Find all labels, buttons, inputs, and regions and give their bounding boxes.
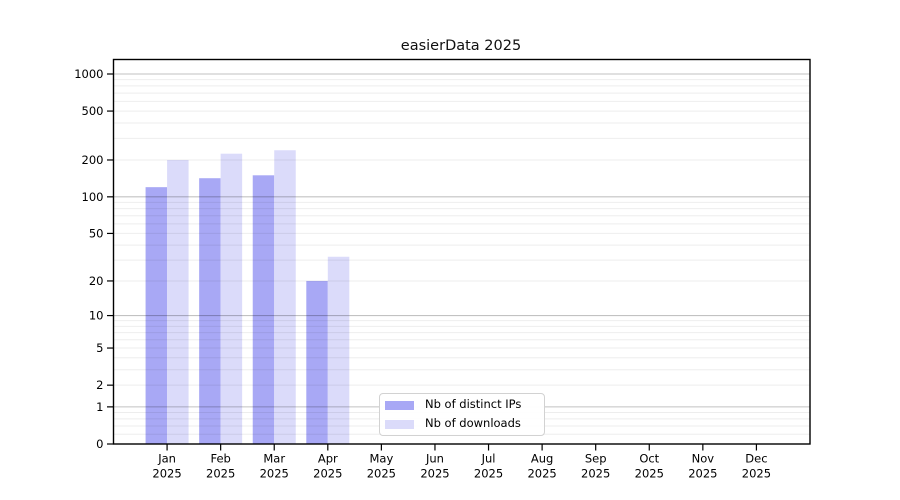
x-tick-year-jan: 2025 [152, 467, 181, 481]
y-tick-label-100: 100 [82, 190, 104, 204]
x-tick-year-aug: 2025 [527, 467, 556, 481]
bar-apr-distinct-ips [306, 280, 328, 444]
y-tick-label-2: 2 [96, 378, 103, 392]
x-tick-year-dec: 2025 [742, 467, 771, 481]
y-tick-label-5: 5 [96, 341, 103, 355]
x-tick-label-aug: Aug [531, 452, 553, 466]
x-tick-year-jun: 2025 [420, 467, 449, 481]
bar-jan-distinct-ips [145, 187, 168, 445]
y-tick-label-10: 10 [89, 309, 104, 323]
x-tick-year-oct: 2025 [635, 467, 664, 481]
x-tick-label-jan: Jan [157, 452, 176, 466]
y-tick-label-200: 200 [82, 153, 104, 167]
x-tick-year-nov: 2025 [688, 467, 717, 481]
chart-title: easierData 2025 [401, 38, 521, 54]
legend-item-downloads: Nb of downloads [385, 417, 538, 432]
x-tick-label-mar: Mar [263, 452, 285, 466]
x-tick-label-jun: Jun [425, 452, 444, 466]
x-tick-year-may: 2025 [367, 467, 396, 481]
y-tick-label-0: 0 [96, 437, 103, 451]
x-tick-label-sep: Sep [585, 452, 607, 466]
legend-label-downloads: Nb of downloads [425, 416, 521, 431]
x-tick-label-nov: Nov [692, 452, 715, 466]
legend-label-distinct-ips: Nb of distinct IPs [425, 397, 522, 412]
x-tick-label-jul: Jul [481, 452, 496, 466]
x-tick-label-feb: Feb [210, 452, 230, 466]
y-tick-label-50: 50 [89, 226, 104, 240]
bar-jan-downloads [167, 159, 189, 444]
y-tick-label-20: 20 [89, 274, 104, 288]
x-tick-year-sep: 2025 [581, 467, 610, 481]
legend-swatch-distinct-ips [385, 400, 414, 410]
x-tick-year-jul: 2025 [474, 467, 503, 481]
x-tick-label-dec: Dec [745, 452, 767, 466]
x-tick-year-feb: 2025 [206, 467, 235, 481]
x-tick-year-mar: 2025 [260, 467, 289, 481]
bar-mar-distinct-ips [252, 175, 275, 444]
bar-mar-downloads [274, 150, 296, 444]
bar-feb-distinct-ips [199, 178, 221, 444]
plot-frame [112, 58, 811, 445]
bar-apr-downloads [327, 256, 350, 444]
legend-swatch-downloads [385, 419, 414, 429]
y-tick-label-1000: 1000 [74, 67, 103, 81]
x-tick-label-may: May [369, 452, 393, 466]
x-tick-label-apr: Apr [318, 452, 338, 466]
legend-item-distinct-ips: Nb of distinct IPs [385, 398, 538, 413]
y-tick-label-500: 500 [82, 104, 104, 118]
x-tick-label-oct: Oct [639, 452, 659, 466]
x-tick-year-apr: 2025 [313, 467, 342, 481]
bar-feb-downloads [220, 153, 243, 444]
y-tick-label-1: 1 [96, 400, 103, 414]
legend: Nb of distinct IPs Nb of downloads [379, 393, 545, 436]
